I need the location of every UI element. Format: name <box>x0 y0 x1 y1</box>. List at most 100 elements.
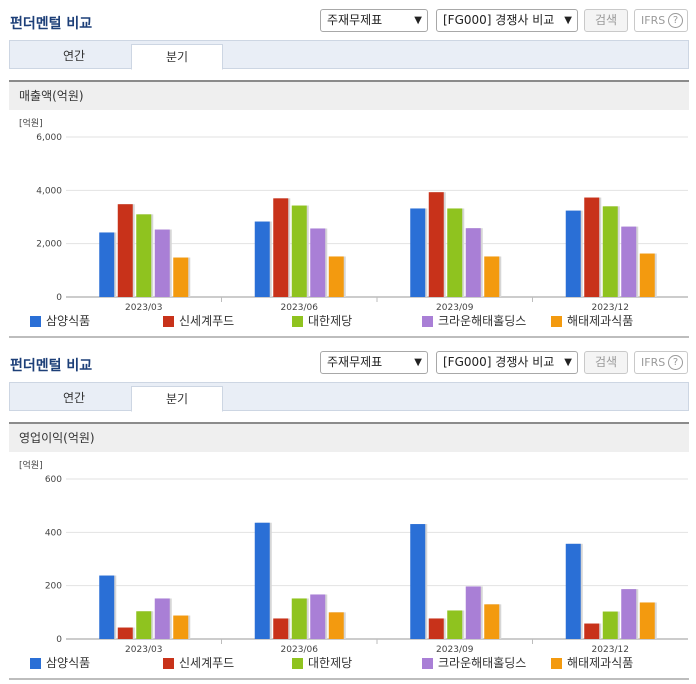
legend-label: 대한제당 <box>308 656 353 670</box>
bar[interactable] <box>639 253 655 297</box>
bar[interactable] <box>310 594 326 639</box>
legend-swatch <box>422 658 433 669</box>
bar[interactable] <box>428 192 444 297</box>
statement-select-value: 주재무제표 <box>327 13 383 27</box>
bar[interactable] <box>447 208 463 297</box>
peer-group-select[interactable]: [FG000] 경쟁사 비교 ▼ <box>436 351 578 374</box>
bar[interactable] <box>565 543 581 639</box>
chevron-down-icon: ▼ <box>564 15 572 26</box>
y-tick-label: 4,000 <box>36 186 62 196</box>
bar[interactable] <box>173 257 189 297</box>
bar[interactable] <box>310 228 326 297</box>
bar[interactable] <box>602 206 618 297</box>
x-tick-label: 2023/12 <box>592 645 629 654</box>
bar[interactable] <box>291 205 307 297</box>
panel-title: 펀더멘털 비교 <box>10 358 93 374</box>
y-tick-label: 600 <box>45 475 62 485</box>
legend-label: 크라운해태홀딩스 <box>438 656 527 670</box>
legend-label: 대한제당 <box>308 314 353 328</box>
bar[interactable] <box>254 522 270 639</box>
bar[interactable] <box>584 623 600 639</box>
x-tick-label: 2023/03 <box>125 303 162 312</box>
period-tabs: 연간 분기 <box>9 382 689 412</box>
bar[interactable] <box>328 256 344 297</box>
bar[interactable] <box>99 575 115 639</box>
statement-select[interactable]: 주재무제표 ▼ <box>320 9 428 32</box>
x-tick-label: 2023/09 <box>436 303 474 312</box>
bar[interactable] <box>273 618 289 639</box>
bar[interactable] <box>136 611 152 639</box>
divider <box>9 678 689 680</box>
peer-group-select[interactable]: [FG000] 경쟁사 비교 ▼ <box>436 9 578 32</box>
legend-swatch <box>551 658 562 669</box>
bar[interactable] <box>154 598 170 639</box>
legend-swatch <box>292 658 303 669</box>
fundamental-panel-operating-profit: 펀더멘털 비교 주재무제표 ▼ [FG000] 경쟁사 비교 ▼ 검색 IFRS… <box>0 342 696 684</box>
legend-swatch <box>163 658 174 669</box>
bar[interactable] <box>484 256 500 297</box>
ifrs-button[interactable]: IFRS ? <box>634 9 688 32</box>
help-icon[interactable]: ? <box>668 355 683 370</box>
panel-title: 펀더멘털 비교 <box>10 16 93 32</box>
bar[interactable] <box>428 618 444 639</box>
y-tick-label: 2,000 <box>36 240 62 250</box>
bar[interactable] <box>410 208 426 297</box>
bar[interactable] <box>410 524 426 639</box>
legend-label: 크라운해태홀딩스 <box>438 314 527 328</box>
bar[interactable] <box>621 226 637 297</box>
bar[interactable] <box>117 204 133 297</box>
ifrs-label: IFRS <box>641 14 666 27</box>
period-tabs: 연간 분기 <box>9 40 689 70</box>
operating-profit-bar-chart: [억원]600 400 200 0 2023/03 2023/06 2023/09 2023/… <box>19 459 688 654</box>
bar[interactable] <box>117 627 133 639</box>
ifrs-button[interactable]: IFRS ? <box>634 351 688 374</box>
legend-swatch <box>30 658 41 669</box>
bar[interactable] <box>273 198 289 297</box>
legend-label: 삼양식품 <box>46 656 91 670</box>
help-icon[interactable]: ? <box>668 13 683 28</box>
bar[interactable] <box>99 232 115 297</box>
search-button[interactable]: 검색 <box>584 351 628 374</box>
tab-quarterly[interactable]: 분기 <box>131 44 223 70</box>
y-tick-label: 6,000 <box>36 133 62 143</box>
bar[interactable] <box>621 589 637 639</box>
y-tick-label: 200 <box>45 582 62 592</box>
statement-select[interactable]: 주재무제표 ▼ <box>320 351 428 374</box>
tab-quarterly[interactable]: 분기 <box>131 386 223 412</box>
bar[interactable] <box>465 228 481 297</box>
bar[interactable] <box>447 610 463 639</box>
tab-annual[interactable]: 연간 <box>62 49 86 63</box>
legend-swatch <box>163 316 174 327</box>
x-tick-label: 2023/06 <box>281 645 319 654</box>
legend-label: 해태제과식품 <box>567 656 634 670</box>
chevron-down-icon: ▼ <box>414 15 422 26</box>
panel-header: 펀더멘털 비교 주재무제표 ▼ [FG000] 경쟁사 비교 ▼ 검색 IFRS… <box>0 342 696 382</box>
x-tick-label: 2023/03 <box>125 645 162 654</box>
tab-annual[interactable]: 연간 <box>62 391 86 405</box>
bar[interactable] <box>602 611 618 639</box>
x-tick-label: 2023/09 <box>436 645 474 654</box>
bar[interactable] <box>584 197 600 297</box>
bar[interactable] <box>565 210 581 297</box>
legend-swatch <box>551 316 562 327</box>
bar[interactable] <box>291 598 307 639</box>
bar[interactable] <box>639 602 655 639</box>
bar[interactable] <box>136 214 152 297</box>
revenue-bar-chart: [억원] 6,000 4,000 2,000 0 2023/03 2023/06 2023/0… <box>19 117 688 312</box>
x-tick-label: 2023/12 <box>592 303 629 312</box>
bar[interactable] <box>254 221 270 297</box>
fundamental-panel-revenue: 펀더멘털 비교 주재무제표 ▼ [FG000] 경쟁사 비교 ▼ 검색 IFRS… <box>0 0 696 340</box>
legend-label: 삼양식품 <box>46 314 91 328</box>
chevron-down-icon: ▼ <box>414 357 422 368</box>
bar[interactable] <box>154 229 170 297</box>
bar[interactable] <box>484 604 500 639</box>
bar[interactable] <box>328 612 344 639</box>
bar[interactable] <box>173 615 189 639</box>
legend-swatch <box>422 316 433 327</box>
section-title: 영업이익(억원) <box>9 422 689 452</box>
y-unit-label: [억원] <box>19 117 43 129</box>
divider <box>9 336 689 338</box>
statement-select-value: 주재무제표 <box>327 355 383 369</box>
bar[interactable] <box>465 586 481 639</box>
search-button[interactable]: 검색 <box>584 9 628 32</box>
